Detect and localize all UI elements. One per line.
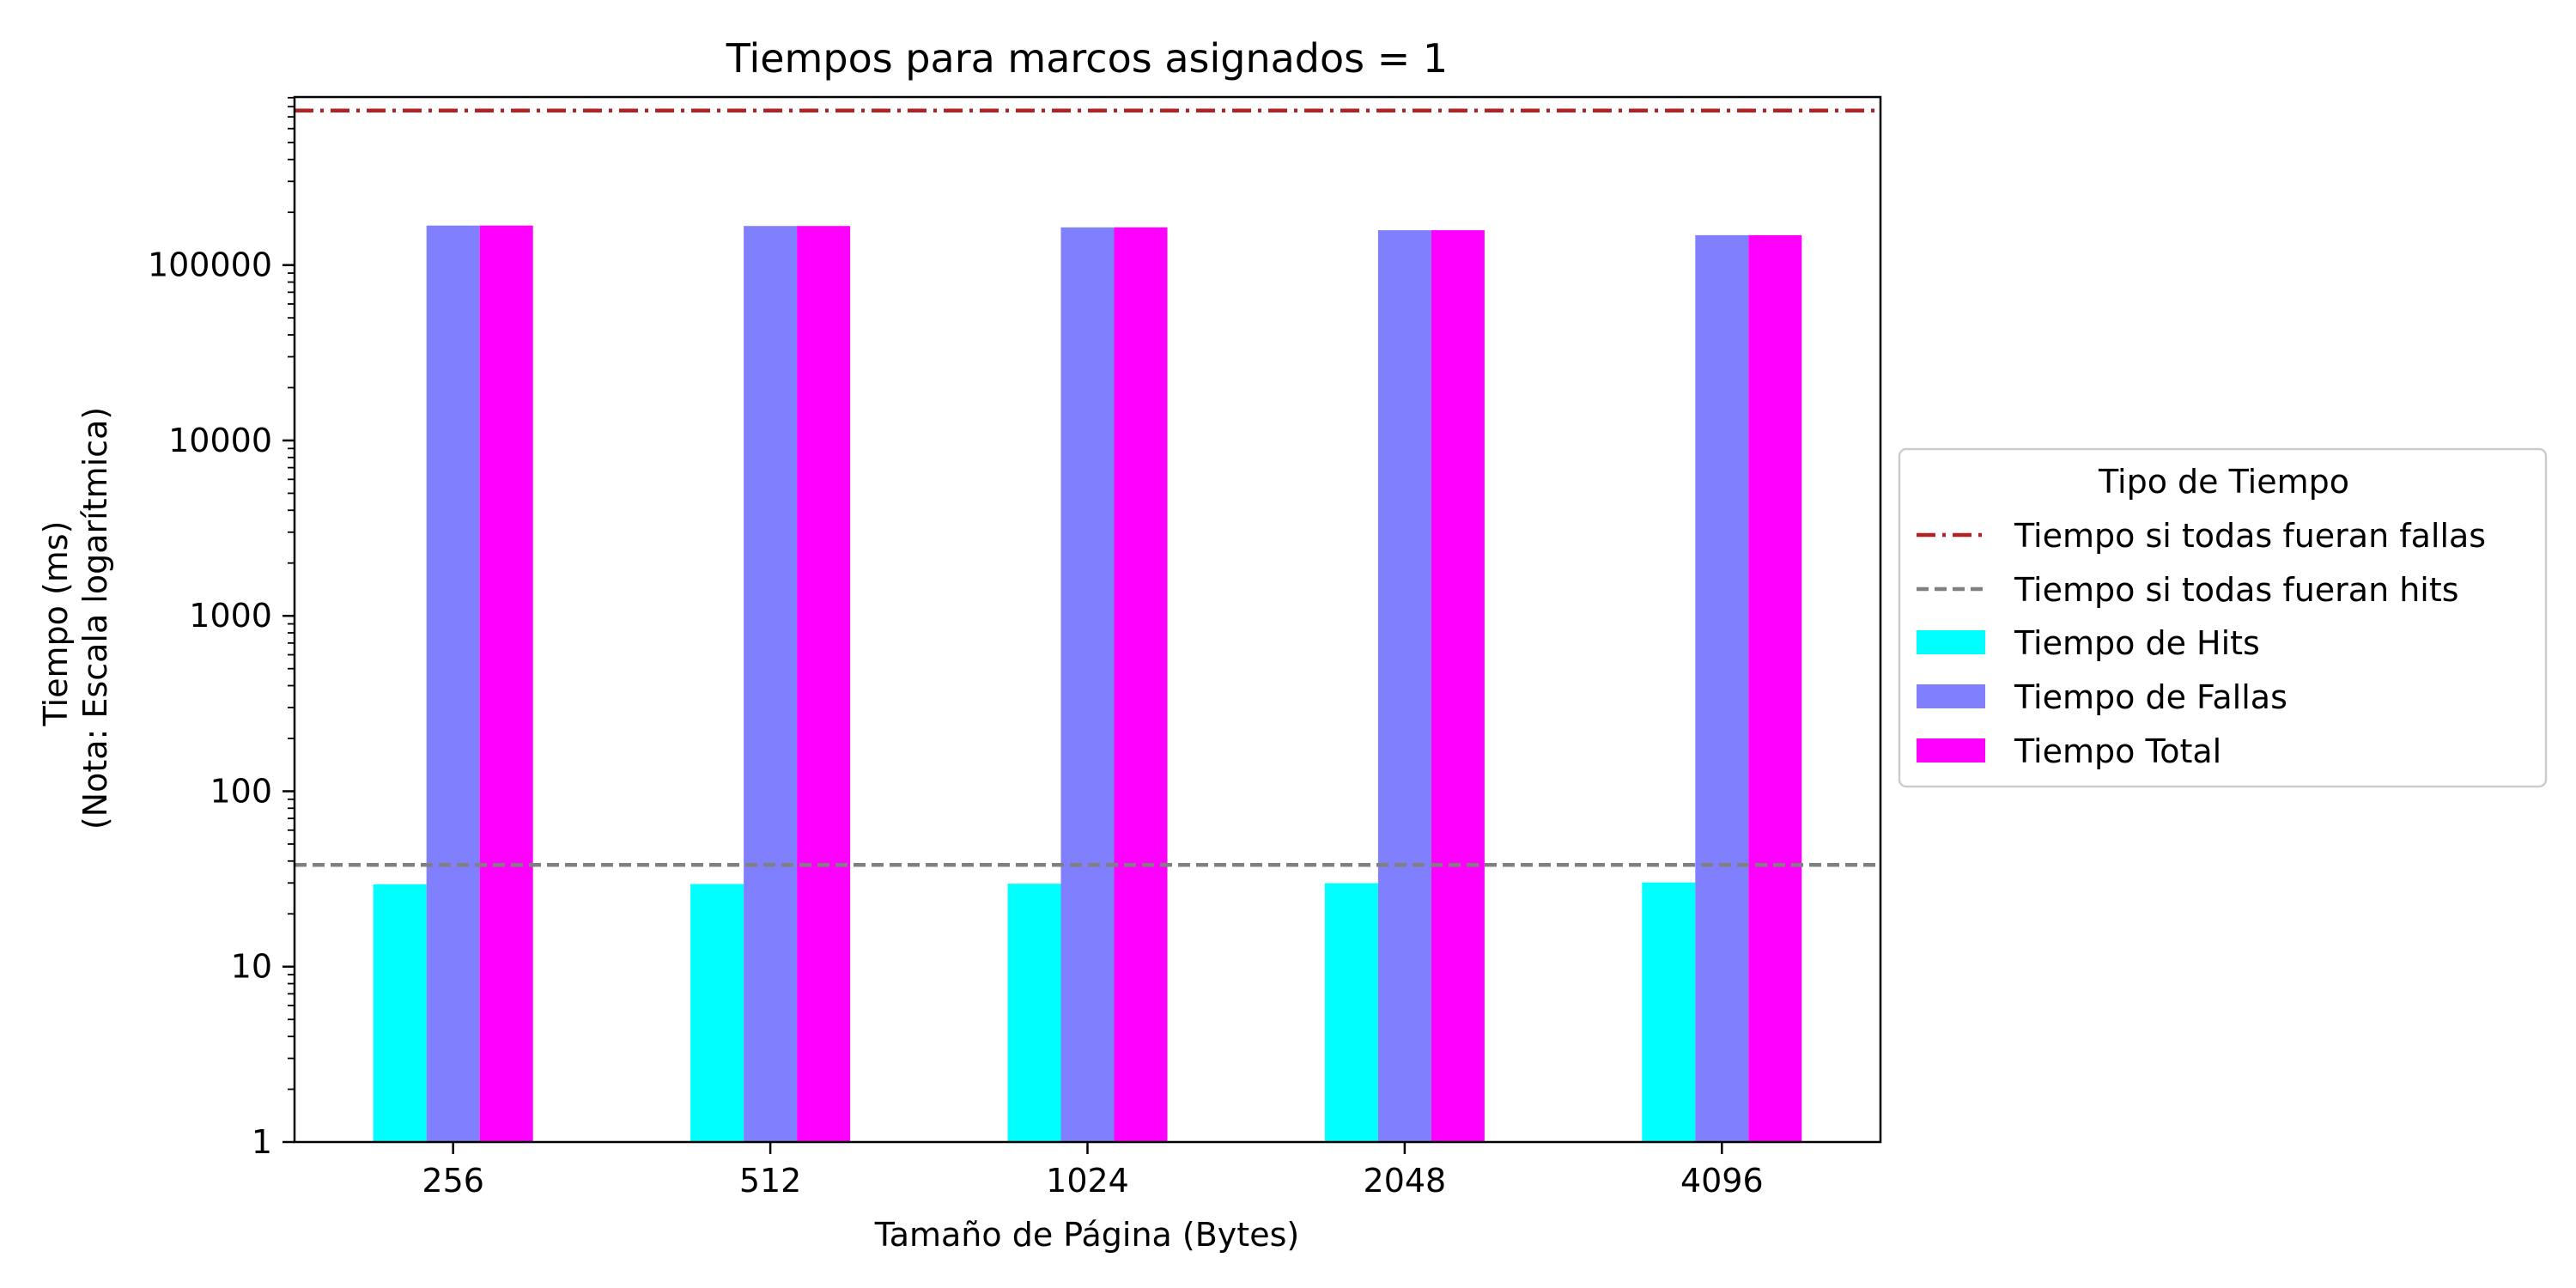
chart-title: Tiempos para marcos asignados = 1 — [726, 35, 1448, 82]
bar-tiempo-total-2048 — [1431, 230, 1485, 1143]
bar-tiempo-total-4096 — [1748, 234, 1802, 1142]
bar-tiempo-total-1024 — [1114, 227, 1168, 1142]
y-tick-label-1000: 1000 — [189, 597, 272, 635]
bar-tiempo-de-fallas-512 — [744, 226, 798, 1143]
legend-label-tiempo-de-hits: Tiempo de Hits — [2014, 624, 2260, 662]
legend-label-fallas-line: Tiempo si todas fueran fallas — [2014, 517, 2486, 555]
bar-tiempo-de-hits-4096 — [1642, 882, 1696, 1142]
bar-tiempo-de-hits-1024 — [1007, 884, 1061, 1142]
y-tick-label-10000: 10000 — [168, 422, 272, 459]
bar-tiempo-de-hits-2048 — [1324, 883, 1378, 1142]
bar-tiempo-de-fallas-1024 — [1060, 227, 1115, 1142]
y-tick-label-1: 1 — [252, 1123, 272, 1161]
bar-tiempo-de-fallas-2048 — [1377, 230, 1431, 1143]
y-axis: 1 10 100 1000 10000 100000 — [148, 96, 295, 1161]
bars-layer — [373, 225, 1802, 1143]
x-axis-label: Tamaño de Página (Bytes) — [874, 1216, 1299, 1254]
x-tick-label-256: 256 — [422, 1162, 484, 1200]
x-tick-label-512: 512 — [739, 1162, 802, 1200]
y-tick-label-100000: 100000 — [148, 246, 272, 284]
y-axis-label-line-2: (Nota: Escala logarítmica) — [76, 407, 114, 829]
y-tick-label-100: 100 — [210, 772, 272, 810]
y-axis-label: Tiempo (ms) (Nota: Escala logarítmica) — [37, 407, 114, 829]
legend-title: Tipo de Tiempo — [2098, 463, 2349, 501]
legend-label-tiempo-de-fallas: Tiempo de Fallas — [2014, 678, 2287, 716]
x-axis: 256 512 1024 2048 4096 — [422, 1142, 1764, 1200]
x-tick-label-2048: 2048 — [1364, 1162, 1447, 1200]
bar-tiempo-de-hits-256 — [373, 884, 427, 1142]
legend-box — [1898, 447, 2548, 788]
legend-swatch-tiempo-total — [1917, 738, 1985, 762]
y-axis-label-group: Tiempo (ms) (Nota: Escala logarítmica) — [37, 407, 114, 829]
y-axis-label-line-1: Tiempo (ms) — [37, 521, 75, 727]
bar-tiempo-total-256 — [479, 225, 533, 1143]
legend-swatch-tiempo-de-fallas — [1917, 684, 1985, 708]
x-tick-label-4096: 4096 — [1680, 1162, 1764, 1200]
legend: Tipo de Tiempo Tiempo si todas fueran fa… — [1898, 447, 2548, 788]
bar-tiempo-de-fallas-256 — [426, 225, 480, 1143]
bar-tiempo-de-fallas-4096 — [1695, 234, 1749, 1142]
bar-tiempo-de-hits-512 — [690, 884, 744, 1142]
legend-label-hits-line: Tiempo si todas fueran hits — [2014, 571, 2459, 609]
x-tick-label-1024: 1024 — [1046, 1162, 1129, 1200]
legend-label-tiempo-total: Tiempo Total — [2014, 732, 2221, 770]
legend-swatch-tiempo-de-hits — [1917, 630, 1985, 654]
y-tick-label-10: 10 — [231, 948, 272, 986]
bar-tiempo-total-512 — [797, 226, 851, 1143]
reference-lines-layer — [295, 108, 1880, 867]
